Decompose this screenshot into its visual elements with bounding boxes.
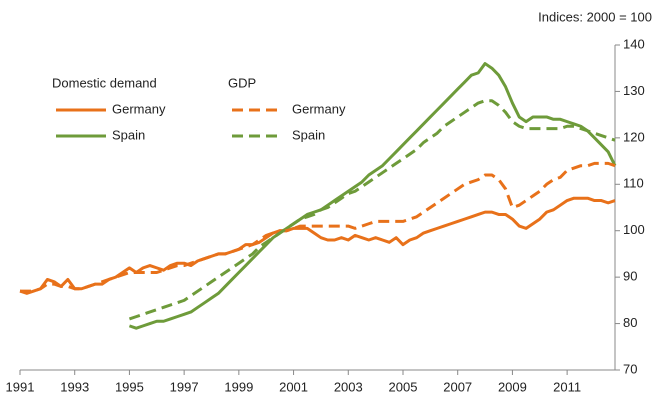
- y-tick-label: 140: [623, 36, 645, 51]
- legend-label: Spain: [292, 127, 325, 142]
- x-tick-label: 2011: [553, 379, 581, 394]
- x-tick-label: 1993: [60, 379, 89, 394]
- x-tick-label: 2007: [443, 379, 472, 394]
- x-tick-label: 1995: [115, 379, 144, 394]
- y-tick-label: 90: [623, 269, 637, 284]
- x-tick-label: 1999: [224, 379, 253, 394]
- series-line: [128, 99, 616, 321]
- legend-label: Germany: [292, 101, 346, 116]
- x-tick-label: 2003: [334, 379, 363, 394]
- annotation: Indices: 2000 = 100: [538, 9, 652, 24]
- y-tick-label: 100: [623, 222, 645, 237]
- x-tick-label: 2005: [389, 379, 418, 394]
- x-tick-label: 2009: [498, 379, 527, 394]
- y-tick-label: 70: [623, 361, 637, 376]
- x-tick-label: 1991: [6, 379, 35, 394]
- y-tick-label: 130: [623, 83, 645, 98]
- legend-label: Spain: [112, 127, 145, 142]
- x-tick-label: 1997: [170, 379, 199, 394]
- series-line: [128, 62, 617, 330]
- legend-title: GDP: [228, 75, 256, 90]
- y-tick-label: 110: [623, 176, 644, 191]
- series-line: [20, 161, 616, 293]
- x-tick-label: 2001: [279, 379, 308, 394]
- y-tick-label: 120: [623, 129, 645, 144]
- legend-label: Germany: [112, 101, 166, 116]
- y-tick-label: 80: [623, 315, 637, 330]
- legend-title: Domestic demand: [52, 75, 157, 90]
